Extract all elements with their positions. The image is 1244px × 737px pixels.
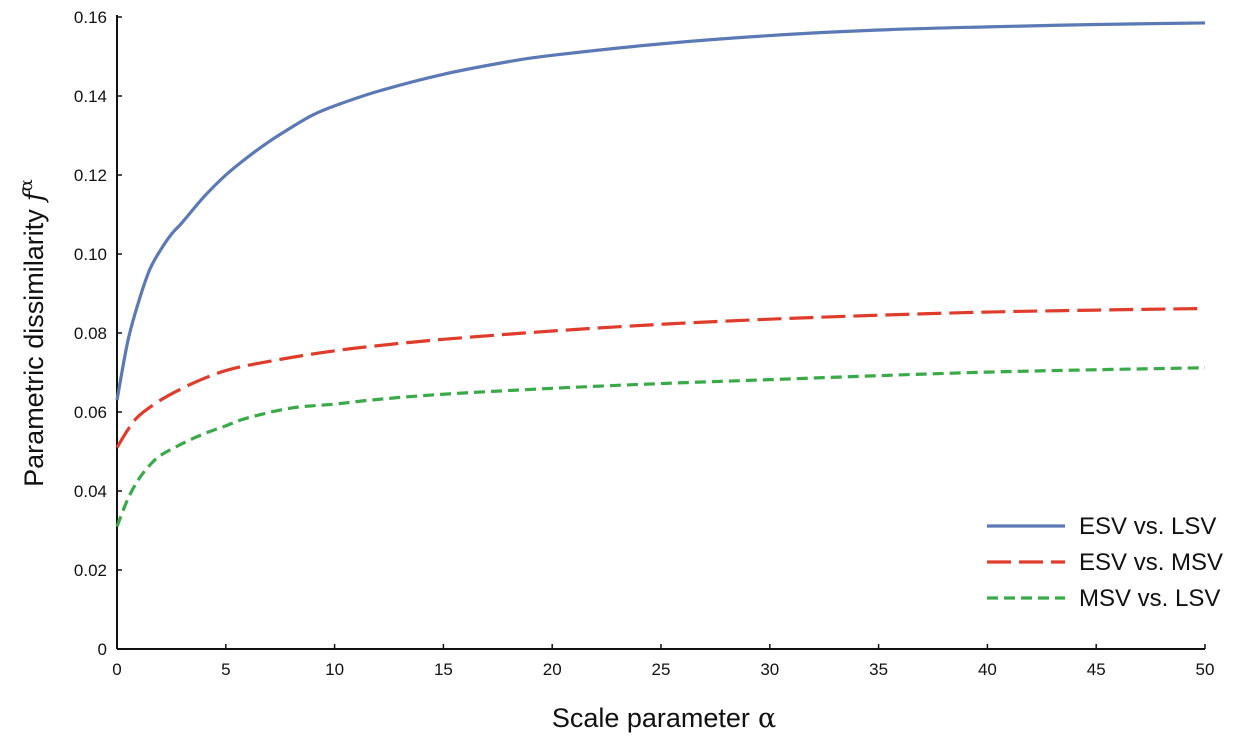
x-tick-label: 40 xyxy=(978,660,997,679)
y-tick-label: 0.04 xyxy=(74,482,107,501)
x-tick-label: 0 xyxy=(112,660,121,679)
x-axis-title: Scale parameter α xyxy=(552,703,776,734)
y-tick-label: 0.08 xyxy=(74,324,107,343)
y-tick-label: 0.16 xyxy=(74,8,107,27)
y-tick-label: 0.02 xyxy=(74,561,107,580)
x-tick-label: 30 xyxy=(760,660,779,679)
y-tick-label: 0.06 xyxy=(74,403,107,422)
series-layer xyxy=(115,21,1206,528)
axes: 0 5 10 15 20 25 30 35 40 45 50 0 0.02 0.04 0.06 0.08 0.1… xyxy=(74,8,1215,679)
x-tick-label: 35 xyxy=(869,660,888,679)
y-tick-label: 0.10 xyxy=(74,245,107,264)
y-axis-title: Parametric dissimilarity fα xyxy=(16,179,50,487)
series-line-msv-vs-lsv xyxy=(115,366,1206,528)
series-line-esv-vs-lsv xyxy=(115,21,1206,401)
y-tick-label: 0.12 xyxy=(74,166,107,185)
x-tick-label: 45 xyxy=(1087,660,1106,679)
x-tick-label: 20 xyxy=(543,660,562,679)
x-axis-title-text: Scale parameter xyxy=(552,703,750,733)
y-axis-title-symbol: f xyxy=(19,187,50,203)
legend-label-msv-vs-lsv: MSV vs. LSV xyxy=(1079,585,1220,612)
legend-label-esv-vs-msv: ESV vs. MSV xyxy=(1079,549,1223,576)
y-tick-label: 0 xyxy=(98,640,107,659)
x-tick-label: 10 xyxy=(325,660,344,679)
y-axis-title-text: Parametric dissimilarity xyxy=(19,209,49,487)
y-axis-title-superscript: α xyxy=(16,179,37,191)
legend: ESV vs. LSV ESV vs. MSV MSV vs. LSV xyxy=(987,513,1223,612)
legend-label-esv-vs-lsv: ESV vs. LSV xyxy=(1079,513,1216,540)
x-tick-label: 5 xyxy=(221,660,230,679)
x-axis-title-symbol: α xyxy=(758,703,776,734)
x-tick-label: 25 xyxy=(652,660,671,679)
series-line-esv-vs-msv xyxy=(115,306,1206,449)
x-tick-label: 50 xyxy=(1196,660,1215,679)
x-tick-label: 15 xyxy=(434,660,453,679)
y-tick-label: 0.14 xyxy=(74,87,107,106)
